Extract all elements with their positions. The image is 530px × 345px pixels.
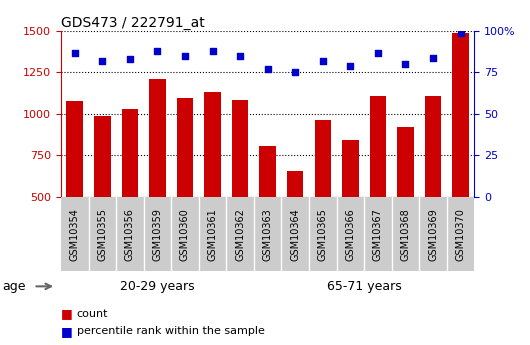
Text: GSM10369: GSM10369 [428, 208, 438, 260]
Point [126, 57, 134, 62]
Bar [204, 92, 221, 197]
Point [319, 58, 327, 63]
Point [98, 58, 107, 63]
Bar [314, 120, 331, 197]
Bar [369, 97, 386, 197]
Point [208, 48, 217, 54]
Text: ■: ■ [61, 307, 73, 321]
Text: GSM10361: GSM10361 [208, 208, 217, 260]
Bar [61, 197, 474, 271]
Bar [259, 146, 276, 197]
Point [153, 48, 162, 54]
Bar [121, 109, 138, 197]
Point [236, 53, 244, 59]
Text: GSM10360: GSM10360 [180, 208, 190, 260]
Text: 65-71 years: 65-71 years [326, 280, 402, 293]
Text: GSM10370: GSM10370 [456, 208, 465, 261]
Text: GSM10365: GSM10365 [318, 208, 328, 261]
Point [263, 66, 272, 72]
Point [346, 63, 355, 69]
Bar [232, 100, 249, 197]
Text: GSM10355: GSM10355 [98, 208, 107, 261]
Point [70, 50, 79, 55]
Point [456, 30, 465, 36]
Text: percentile rank within the sample: percentile rank within the sample [77, 326, 264, 336]
Text: GSM10356: GSM10356 [125, 208, 135, 261]
Text: GSM10362: GSM10362 [235, 208, 245, 261]
Point [401, 61, 410, 67]
Bar [287, 171, 304, 197]
Text: GSM10363: GSM10363 [263, 208, 272, 260]
Text: ■: ■ [61, 325, 73, 338]
Text: GSM10367: GSM10367 [373, 208, 383, 261]
Point [181, 53, 189, 59]
Text: GSM10368: GSM10368 [401, 208, 410, 260]
Text: GSM10359: GSM10359 [153, 208, 162, 261]
Text: 20-29 years: 20-29 years [120, 280, 195, 293]
Text: count: count [77, 309, 108, 319]
Text: age: age [3, 280, 26, 293]
Bar [94, 116, 111, 197]
Text: GSM10354: GSM10354 [70, 208, 80, 261]
Bar [397, 127, 414, 197]
Bar [149, 79, 166, 197]
Bar [66, 101, 83, 197]
Point [429, 55, 437, 60]
Text: GDS473 / 222791_at: GDS473 / 222791_at [61, 16, 205, 30]
Bar [452, 33, 469, 197]
Text: GSM10366: GSM10366 [346, 208, 355, 260]
Text: GSM10364: GSM10364 [290, 208, 300, 260]
Bar [176, 98, 193, 197]
Bar [342, 140, 359, 197]
Point [374, 50, 382, 55]
Point [291, 70, 299, 75]
Bar [425, 97, 441, 197]
